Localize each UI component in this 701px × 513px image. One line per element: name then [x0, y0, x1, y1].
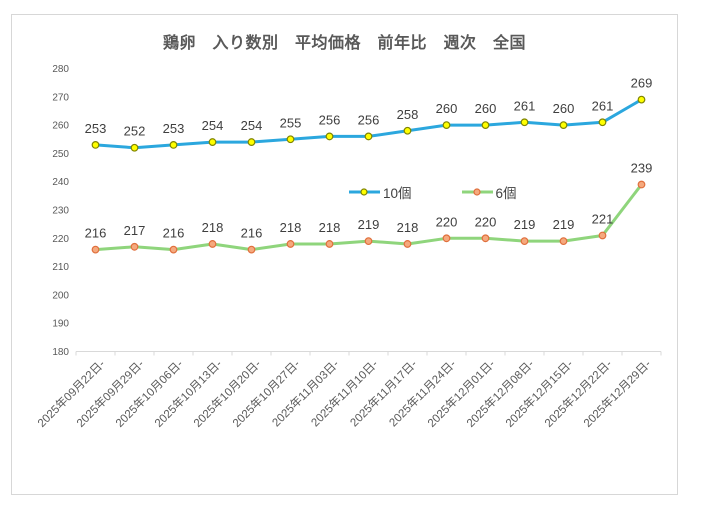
- svg-text:216: 216: [241, 226, 263, 241]
- legend-item-6ko[interactable]: 6個: [461, 182, 517, 202]
- legend-label: 6個: [495, 186, 517, 201]
- svg-text:219: 219: [358, 217, 380, 232]
- legend-line-marker-icon: [349, 188, 380, 196]
- svg-text:2025年12月01日-: 2025年12月01日-: [424, 357, 497, 430]
- svg-text:254: 254: [241, 118, 263, 133]
- plot-area: 180 190 200 210 220 230 240 250 260 270 280 2025年09…: [34, 64, 662, 430]
- legend-line-marker-icon: [461, 188, 493, 196]
- svg-text:253: 253: [85, 121, 107, 136]
- svg-text:2025年11月10日-: 2025年11月10日-: [308, 357, 381, 430]
- svg-text:261: 261: [592, 98, 614, 113]
- svg-text:2025年10月06日-: 2025年10月06日-: [112, 357, 185, 430]
- svg-text:180: 180: [52, 347, 69, 358]
- svg-text:239: 239: [631, 161, 653, 176]
- svg-text:2025年11月17日-: 2025年11月17日-: [347, 357, 420, 430]
- svg-text:2025年10月27日-: 2025年10月27日-: [229, 357, 302, 430]
- svg-text:200: 200: [52, 290, 69, 301]
- svg-text:2025年12月15日-: 2025年12月15日-: [502, 357, 575, 430]
- svg-text:219: 219: [514, 217, 536, 232]
- svg-text:2025年09月29日-: 2025年09月29日-: [73, 357, 146, 430]
- svg-text:258: 258: [397, 107, 419, 122]
- svg-text:190: 190: [52, 319, 69, 330]
- legend-label: 10個: [383, 186, 412, 201]
- svg-text:218: 218: [280, 220, 302, 235]
- svg-text:220: 220: [436, 214, 458, 229]
- svg-text:2025年09月22日-: 2025年09月22日-: [34, 357, 107, 430]
- svg-text:2025年12月29日-: 2025年12月29日-: [580, 357, 653, 430]
- svg-text:260: 260: [436, 101, 458, 116]
- svg-text:216: 216: [85, 226, 107, 241]
- svg-text:220: 220: [52, 234, 69, 245]
- svg-text:2025年10月20日-: 2025年10月20日-: [190, 357, 263, 430]
- svg-text:280: 280: [52, 64, 69, 75]
- svg-text:230: 230: [52, 206, 69, 217]
- svg-text:250: 250: [52, 149, 69, 160]
- svg-text:255: 255: [280, 115, 302, 130]
- svg-text:2025年10月13日-: 2025年10月13日-: [151, 357, 224, 430]
- svg-text:240: 240: [52, 177, 69, 188]
- svg-text:270: 270: [52, 92, 69, 103]
- svg-text:2025年12月22日-: 2025年12月22日-: [541, 357, 614, 430]
- svg-text:254: 254: [202, 118, 224, 133]
- svg-text:2025年11月24日-: 2025年11月24日-: [386, 357, 459, 430]
- svg-text:221: 221: [592, 211, 614, 226]
- svg-text:260: 260: [553, 101, 575, 116]
- svg-text:210: 210: [52, 262, 69, 273]
- svg-text:217: 217: [124, 223, 146, 238]
- legend: 10個 6個: [349, 182, 517, 202]
- svg-text:220: 220: [475, 214, 497, 229]
- svg-text:218: 218: [202, 220, 224, 235]
- svg-text:216: 216: [163, 226, 185, 241]
- svg-text:260: 260: [52, 121, 69, 132]
- svg-text:218: 218: [319, 220, 341, 235]
- svg-text:260: 260: [475, 101, 497, 116]
- svg-text:253: 253: [163, 121, 185, 136]
- svg-text:256: 256: [319, 112, 341, 127]
- svg-text:269: 269: [631, 76, 653, 91]
- svg-text:2025年11月03日-: 2025年11月03日-: [269, 357, 342, 430]
- legend-item-10ko[interactable]: 10個: [349, 182, 412, 202]
- svg-text:252: 252: [124, 124, 146, 139]
- chart-title: 鶏卵 入り数別 平均価格 前年比 週次 全国: [162, 35, 526, 52]
- svg-text:256: 256: [358, 112, 380, 127]
- svg-text:218: 218: [397, 220, 419, 235]
- svg-text:2025年12月08日-: 2025年12月08日-: [463, 357, 536, 430]
- svg-text:219: 219: [553, 217, 575, 232]
- chart-frame[interactable]: 鶏卵 入り数別 平均価格 前年比 週次 全国 180 190 200 210 220 23…: [11, 14, 678, 495]
- svg-text:261: 261: [514, 98, 536, 113]
